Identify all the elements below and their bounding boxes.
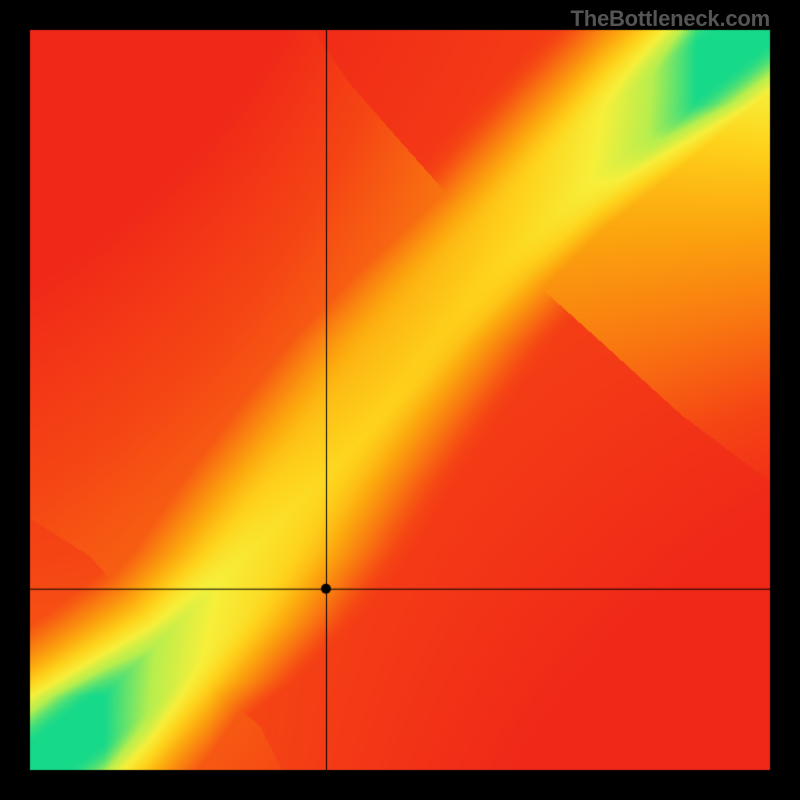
heatmap-canvas <box>0 0 800 800</box>
watermark-text: TheBottleneck.com <box>570 6 770 32</box>
chart-container: TheBottleneck.com <box>0 0 800 800</box>
